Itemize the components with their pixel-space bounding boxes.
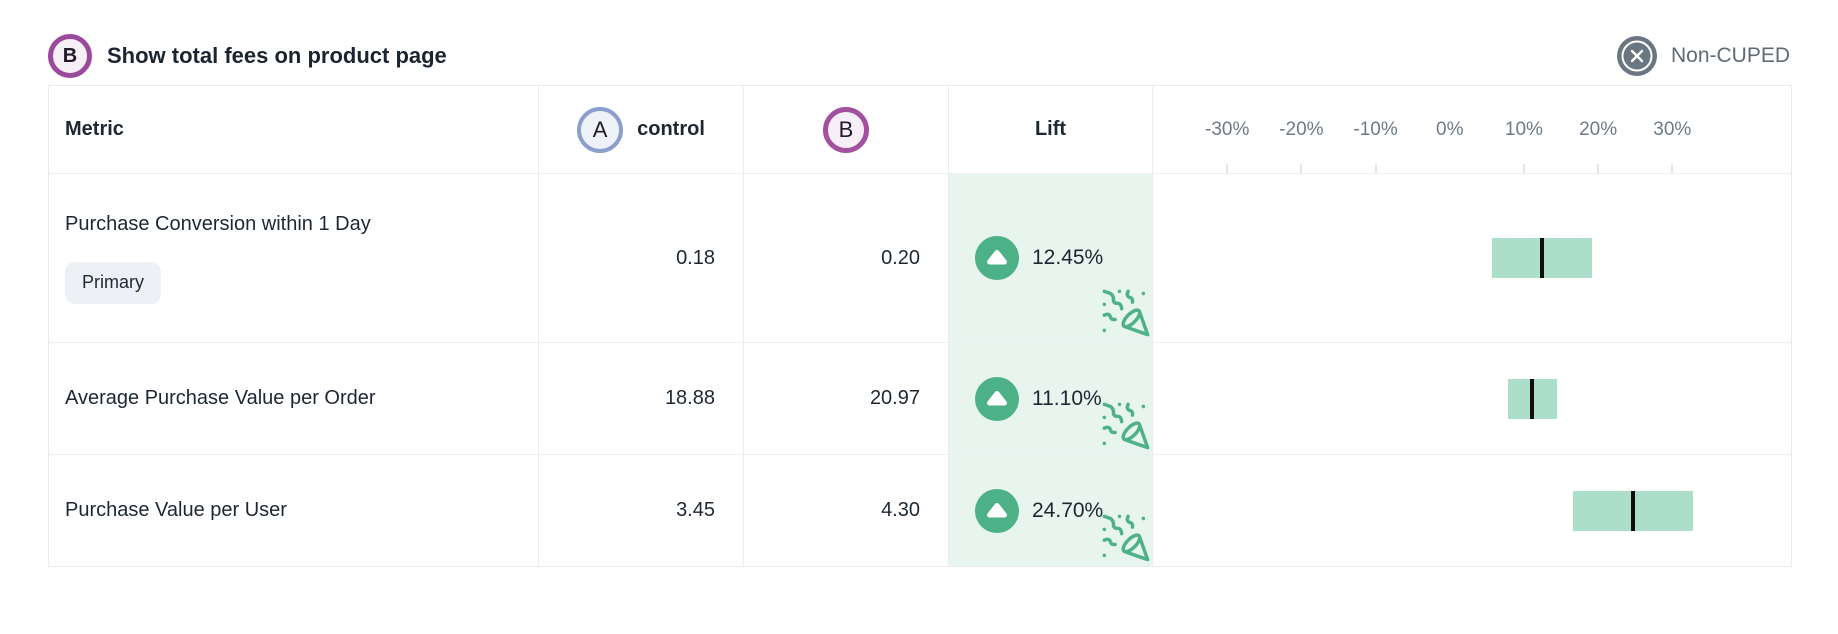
lift-value-cell: 12.45% <box>949 174 1153 343</box>
metric-name: Average Purchase Value per Order <box>65 387 376 409</box>
lift-confidence-chart <box>1153 343 1791 455</box>
axis-tick-label: 10% <box>1504 118 1543 140</box>
lift-up-arrow-icon <box>975 376 1019 421</box>
control-value-cell: 18.88 <box>539 343 744 455</box>
variant-value: 20.97 <box>869 387 920 409</box>
control-value: 3.45 <box>676 499 715 521</box>
variant-b-badge: B <box>48 34 92 78</box>
party-popper-icon <box>1102 402 1150 450</box>
table-row-metric-name: Purchase Conversion within 1 Day Primary <box>49 174 539 343</box>
metric-name: Purchase Conversion within 1 Day <box>65 212 371 235</box>
lift-point-marker <box>1530 378 1535 419</box>
axis-tick-label: -20% <box>1279 118 1324 140</box>
column-header-variant: B <box>744 86 949 174</box>
axis-tick-mark <box>1522 164 1525 173</box>
axis-tick-mark <box>1374 164 1377 173</box>
variant-b-column-badge-letter: B <box>838 116 854 142</box>
lift-point-marker <box>1630 490 1635 531</box>
control-value-cell: 0.18 <box>539 174 744 343</box>
control-a-badge-letter: A <box>592 116 608 142</box>
column-header-metric: Metric <box>49 86 539 174</box>
variant-heading: B Show total fees on product page <box>48 34 447 78</box>
control-a-badge: A <box>577 106 624 153</box>
lift-up-arrow-icon <box>975 236 1019 280</box>
lift-axis: -30% -20% -10% 0% 10% 20% 30% <box>1153 86 1791 174</box>
variant-value-cell: 20.97 <box>744 343 949 455</box>
lift-value-cell: 11.10% <box>949 343 1153 455</box>
axis-tick-mark <box>1597 164 1600 173</box>
lift-up-arrow-icon <box>975 488 1019 533</box>
axis-tick-label: 20% <box>1579 118 1618 140</box>
page-title: Show total fees on product page <box>107 43 447 68</box>
column-header-lift: Lift <box>949 86 1153 174</box>
axis-tick-label: -10% <box>1353 118 1398 140</box>
variant-value-cell: 4.30 <box>744 455 949 566</box>
axis-tick-mark <box>1300 164 1303 173</box>
column-header-control: A control <box>539 86 744 174</box>
control-value: 0.18 <box>676 246 715 269</box>
cuped-toggle-label: Non-CUPED <box>1670 44 1790 67</box>
lift-confidence-chart <box>1153 174 1791 343</box>
axis-tick-mark <box>1226 164 1229 173</box>
primary-tag: Primary <box>65 261 161 304</box>
metric-name: Purchase Value per User <box>65 499 287 521</box>
variant-value-cell: 0.20 <box>744 174 949 343</box>
lift-confidence-chart <box>1153 455 1791 566</box>
variant-value: 0.20 <box>881 246 920 269</box>
variant-value: 4.30 <box>881 499 920 521</box>
circle-x-icon <box>1616 36 1657 76</box>
lift-value: 12.45% <box>1032 246 1104 269</box>
axis-tick-mark <box>1671 164 1674 173</box>
lift-value-cell: 24.70% <box>949 455 1153 566</box>
page-header: B Show total fees on product page Non-CU… <box>48 33 1790 79</box>
lift-value: 11.10% <box>1032 386 1102 410</box>
variant-b-badge-letter: B <box>62 44 78 67</box>
lift-value: 24.70% <box>1032 498 1104 522</box>
table-row-metric-name: Purchase Value per User <box>49 455 539 566</box>
axis-tick-label: 0% <box>1436 118 1464 140</box>
control-value-cell: 3.45 <box>539 455 744 566</box>
cuped-toggle[interactable]: Non-CUPED <box>1616 36 1790 76</box>
column-header-control-label: control <box>637 118 705 140</box>
axis-tick-label: -30% <box>1204 118 1250 140</box>
table-row-metric-name: Average Purchase Value per Order <box>49 343 539 455</box>
lift-point-marker <box>1540 238 1545 278</box>
party-popper-icon <box>1102 289 1150 337</box>
party-popper-icon <box>1102 514 1150 562</box>
variant-b-column-badge: B <box>823 106 869 153</box>
control-value: 18.88 <box>664 387 715 409</box>
column-header-lift-label: Lift <box>1034 118 1067 140</box>
metrics-table: Metric A control B Lift -30% -20% -10% 0% 10… <box>48 85 1792 567</box>
axis-tick-label: 30% <box>1653 118 1692 140</box>
column-header-metric-label: Metric <box>65 118 124 140</box>
